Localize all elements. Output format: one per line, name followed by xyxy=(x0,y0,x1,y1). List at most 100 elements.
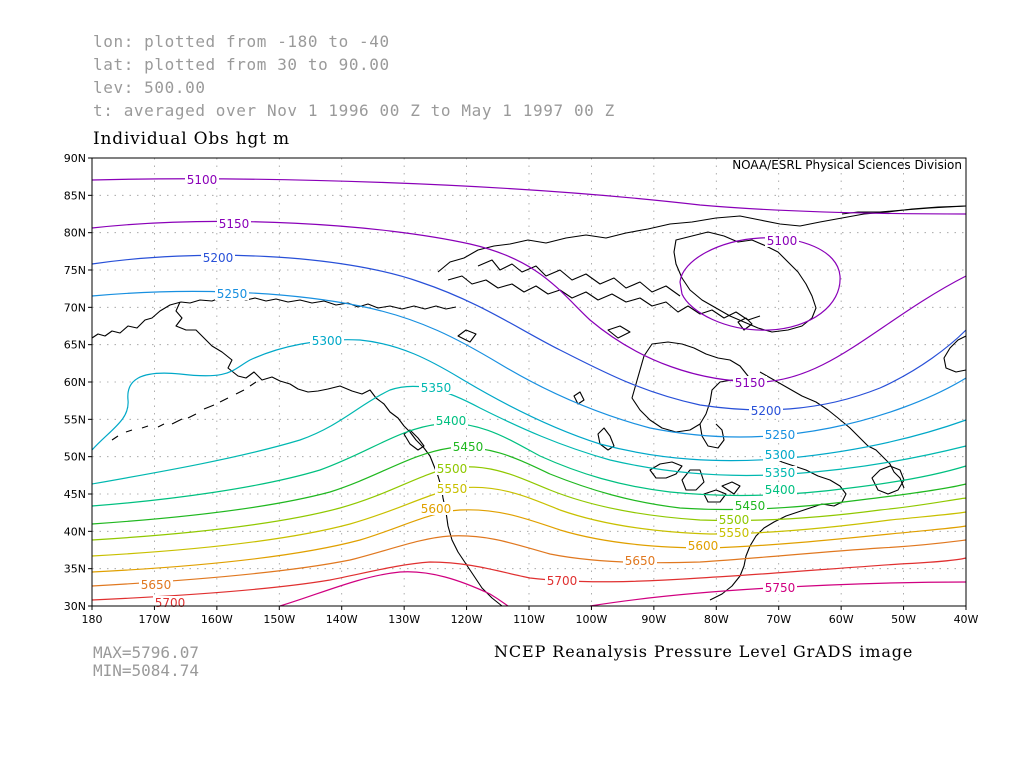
contour-label: 5450 xyxy=(735,499,766,513)
lon-tick-label: 150W xyxy=(263,613,295,626)
contour-label-bg xyxy=(765,234,799,247)
contour-5400 xyxy=(91,422,967,507)
contour-label: 5100 xyxy=(187,173,218,187)
contour-label-bg xyxy=(763,448,797,461)
coastline-alaska xyxy=(91,296,457,339)
contour-label: 5650 xyxy=(141,578,172,592)
contour-labels: 5100 5100 5150 5150 5200 5200 5250 5250 5300 5300… xyxy=(139,173,799,610)
contour-label: 5500 xyxy=(719,513,750,527)
contour-label: 5150 xyxy=(735,376,766,390)
contour-label: 5100 xyxy=(767,234,798,248)
contour-5200 xyxy=(91,254,967,411)
contour-label: 5150 xyxy=(219,217,250,231)
latitude-labels: 30N 35N 40N 45N 50N 55N 60N 65N 70N 75N 80N 85N 90N xyxy=(64,152,92,613)
contour-label-bg xyxy=(749,404,783,417)
lat-tick-label: 85N xyxy=(64,189,86,202)
gridlines xyxy=(92,158,966,606)
contour-5600 xyxy=(91,509,967,573)
contour-5650 xyxy=(91,535,967,587)
contour-label: 5450 xyxy=(453,440,484,454)
contour-label-bg xyxy=(763,581,797,594)
coastline-inland-lake-2 xyxy=(573,391,585,405)
contour-label-bg xyxy=(763,483,797,496)
lon-tick-label: 60W xyxy=(829,613,854,626)
coastline-james-bay xyxy=(699,423,725,449)
contour-label-bg xyxy=(763,466,797,479)
meta-lon: lon: plotted from -180 to -40 xyxy=(93,32,390,51)
meta-lat: lat: plotted from 30 to 90.00 xyxy=(93,55,390,74)
coastline-island-small-1 xyxy=(737,317,753,331)
lon-tick-label: 90W xyxy=(641,613,666,626)
lon-tick-label: 120W xyxy=(451,613,483,626)
lat-tick-label: 65N xyxy=(64,339,86,352)
lon-tick-label: 40W xyxy=(954,613,979,626)
contour-label-bg xyxy=(717,513,751,526)
contour-label: 5750 xyxy=(765,581,796,595)
contour-label: 5300 xyxy=(765,448,796,462)
contour-label-bg xyxy=(623,554,657,567)
credit-text: NOAA/ESRL Physical Sciences Division xyxy=(732,158,962,172)
contour-label-bg xyxy=(139,578,173,591)
lat-tick-label: 75N xyxy=(64,264,86,277)
contour-label-bg xyxy=(310,334,344,347)
contour-label: 5300 xyxy=(312,334,343,348)
contour-label: 5600 xyxy=(688,539,719,553)
lat-tick-label: 50N xyxy=(64,451,86,464)
meta-lev: lev: 500.00 xyxy=(93,78,206,97)
contour-label: 5700 xyxy=(547,574,578,588)
contour-label-bg xyxy=(686,539,720,552)
contour-label: 5200 xyxy=(203,251,234,265)
lat-tick-label: 70N xyxy=(64,301,86,314)
contour-5700 xyxy=(91,557,967,601)
coastline-labrador xyxy=(759,371,905,489)
lat-tick-label: 40N xyxy=(64,525,86,538)
lon-tick-label: 170W xyxy=(138,613,170,626)
coastline-arctic-islands-3 xyxy=(477,259,681,297)
coastline-island-small-2 xyxy=(457,329,477,343)
max-value: MAX=5796.07 xyxy=(93,643,199,662)
coastline-aleutians xyxy=(111,381,257,441)
contour-label: 5250 xyxy=(765,428,796,442)
lon-tick-label: 70W xyxy=(766,613,791,626)
lon-tick-label: 180 xyxy=(82,613,103,626)
contour-label-bg xyxy=(185,173,219,186)
contour-label-bg xyxy=(434,414,468,427)
contour-label-bg xyxy=(201,251,235,264)
contour-label-bg xyxy=(435,482,469,495)
coastline-arctic-islands-2 xyxy=(447,275,761,321)
contour-label: 5350 xyxy=(765,466,796,480)
contour-label-bg xyxy=(733,499,767,512)
contour-label: 5200 xyxy=(751,404,782,418)
contour-label-bg xyxy=(215,287,249,300)
contour-5100 xyxy=(91,178,967,215)
lat-tick-label: 30N xyxy=(64,600,86,613)
lon-tick-label: 160W xyxy=(201,613,233,626)
lon-tick-label: 110W xyxy=(513,613,545,626)
contour-label: 5600 xyxy=(421,502,452,516)
contour-label-bg xyxy=(451,440,485,453)
coastline-newfoundland xyxy=(871,465,905,495)
lon-tick-label: 140W xyxy=(326,613,358,626)
lon-tick-label: 130W xyxy=(388,613,420,626)
coastline-hudson-bay xyxy=(631,341,749,433)
contour-label: 5650 xyxy=(625,554,656,568)
lon-tick-label: 100W xyxy=(575,613,607,626)
coastline-maritime xyxy=(709,455,847,601)
lat-tick-label: 60N xyxy=(64,376,86,389)
coastline-baffin xyxy=(673,231,817,333)
contour-5250 xyxy=(91,290,967,438)
image-caption: NCEP Reanalysis Pressure Level GrADS ima… xyxy=(494,642,914,661)
min-value: MIN=5084.74 xyxy=(93,661,199,680)
contour-5450 xyxy=(91,446,967,525)
coastline-arctic-islands xyxy=(437,205,967,273)
coastline-island-small-3 xyxy=(607,325,631,339)
lon-tick-label: 50W xyxy=(891,613,916,626)
lat-tick-label: 55N xyxy=(64,413,86,426)
contour-label-bg xyxy=(419,381,453,394)
coastline-vancouver-island xyxy=(403,429,425,451)
contour-label-bg xyxy=(419,502,453,515)
contour-label-bg xyxy=(763,428,797,441)
contour-label-bg xyxy=(435,462,469,475)
meta-time: t: averaged over Nov 1 1996 00 Z to May … xyxy=(93,101,615,120)
